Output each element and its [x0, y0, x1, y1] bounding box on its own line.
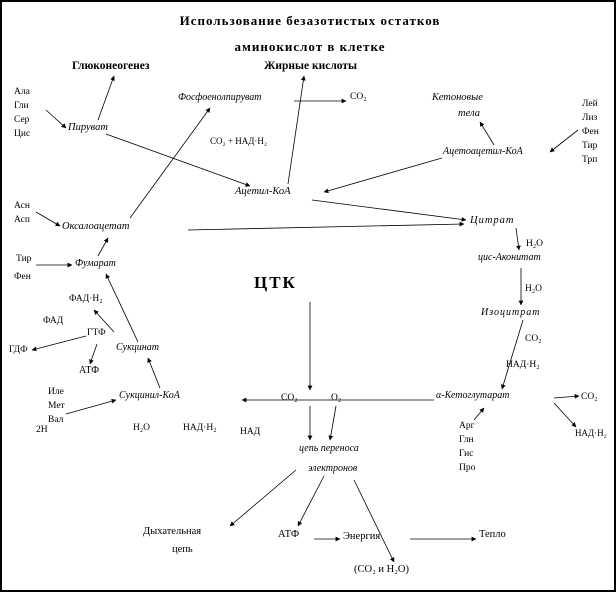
cofactor-co2-2: СО₂	[281, 393, 298, 403]
cofactor-o2: О₂	[331, 393, 342, 403]
aa-right-pro: Про	[459, 463, 476, 473]
label-co2-h2o: (СО₂ и Н₂О)	[354, 564, 409, 575]
cofactor-h2o-2: Н₂О	[525, 284, 543, 294]
edge-17	[473, 407, 485, 421]
cofactor-h2o-3: Н₂О	[133, 423, 151, 433]
cofactor-fadh2: ФАД·Н₂	[69, 294, 103, 304]
edge-26	[89, 343, 98, 365]
label-respiratory-chain-1: Дыхательная	[143, 526, 202, 537]
label-heat: Тепло	[479, 529, 506, 540]
cofactor-h2o-1: Н₂О	[526, 239, 544, 249]
aa-right-lys: Лиз	[582, 113, 598, 123]
edge-15	[553, 393, 580, 399]
aa-right-leu: Лей	[582, 99, 598, 109]
cofactor-nad: НАД	[240, 427, 261, 437]
aa-left-asp: Асп	[14, 215, 30, 225]
cofactor-nadh-2: НАД·Н₂	[575, 428, 607, 438]
edge-23	[97, 237, 109, 257]
edge-16	[553, 402, 577, 428]
node-isocitrate: Изоцитрат	[481, 307, 541, 318]
edge-18	[65, 398, 117, 415]
node-succinate: Сукцинат	[116, 342, 159, 353]
aa-left-gly: Гли	[14, 101, 29, 111]
cofactor-nadh-1: НАД·Н₂	[506, 360, 540, 370]
node-acetyl-coa: Ацетил-КоА	[235, 186, 291, 197]
title-line-1: Использование безазотистых остатков	[179, 13, 441, 28]
node-cis-aconitate: цис-Аконитат	[478, 252, 541, 263]
edge-29	[328, 405, 337, 441]
aa-left-asn: Асн	[14, 201, 30, 211]
cofactor-nadh-3: НАД·Н₂	[183, 423, 217, 433]
node-pyruvate: Пируват	[68, 122, 108, 133]
edge-9	[311, 199, 467, 222]
edge-6	[479, 121, 495, 146]
label-etc-2: электронов	[308, 463, 358, 474]
aa-left-ala: Ала	[14, 87, 30, 97]
cofactor-2h: 2Н	[36, 425, 48, 435]
label-ketone-bodies-2: тела	[458, 108, 480, 119]
cofactor-co2-pep: СО₂	[350, 92, 367, 102]
edge-11	[515, 227, 521, 251]
edge-13	[500, 319, 524, 390]
edge-21	[93, 309, 115, 333]
edge-4	[105, 133, 251, 187]
label-fatty-acids: Жирные кислоты	[264, 60, 358, 72]
cofactor-atp-2: АТФ	[278, 529, 300, 540]
label-gluconeogenesis: Глюконеогенез	[72, 60, 150, 72]
aa-left-val: Вал	[48, 415, 64, 425]
label-respiratory-chain-2: цепь	[172, 544, 193, 555]
label-etc-1: цепь переноса	[299, 443, 359, 454]
node-citrate: Цитрат	[470, 215, 515, 226]
aa-right-phe: Фен	[582, 127, 599, 137]
aa-left-ile: Иле	[48, 387, 64, 397]
edge-34	[353, 479, 395, 563]
title-line-2: аминокислот в клетке	[234, 39, 386, 54]
aa-left-met: Мет	[48, 401, 65, 411]
node-fumarate: Фумарат	[75, 258, 116, 269]
edge-1	[97, 75, 115, 121]
aa-right-his: Гис	[459, 449, 474, 459]
aa-left-phe: Фен	[14, 272, 31, 282]
node-succinyl-coa: Сукцинил-КоА	[119, 390, 180, 401]
edge-10	[187, 221, 465, 231]
edge-2	[129, 107, 211, 219]
cofactor-gtp: ГТФ	[87, 328, 106, 338]
edge-20	[105, 273, 139, 343]
edge-30	[229, 469, 297, 527]
node-acetoacetyl-coa: Ацетоацетил-КоА	[443, 146, 523, 157]
aa-right-tyr: Тир	[582, 141, 598, 151]
aa-right-trp: Трп	[582, 155, 598, 165]
node-alpha-ketoglutarate: α-Кетоглутарат	[436, 390, 510, 401]
cofactor-atp-1: АТФ	[79, 365, 100, 376]
cofactor-gdp: ГДФ	[9, 345, 28, 355]
edge-7	[323, 157, 443, 194]
node-phosphoenolpyruvate: Фосфоенолпируват	[178, 92, 262, 103]
aa-left-tyr: Тир	[16, 254, 32, 264]
edge-24	[35, 211, 61, 227]
cofactor-fad: ФАД	[43, 316, 64, 326]
node-ctk: ЦТК	[254, 273, 297, 292]
cofactor-co2-nadh-mid: СО₂ + НАД·Н₂	[210, 136, 267, 146]
edge-19	[147, 357, 161, 389]
edge-5	[549, 129, 579, 153]
label-ketone-bodies-1: Кетоновые	[432, 92, 483, 103]
aa-left-cys: Цис	[14, 129, 31, 139]
aa-right-arg: Арг	[459, 421, 475, 431]
aa-left-ser: Сер	[14, 115, 30, 125]
aa-right-gln: Глн	[459, 435, 474, 445]
cofactor-co2-3: СО₂	[581, 392, 598, 402]
label-energy: Энергия	[343, 531, 381, 542]
edge-8	[287, 75, 306, 185]
edge-25	[31, 335, 87, 352]
edge-31	[297, 475, 325, 527]
node-oxaloacetate: Оксалоацетат	[62, 221, 130, 232]
edge-0	[45, 109, 67, 129]
cofactor-co2-1: СО₂	[525, 334, 542, 344]
